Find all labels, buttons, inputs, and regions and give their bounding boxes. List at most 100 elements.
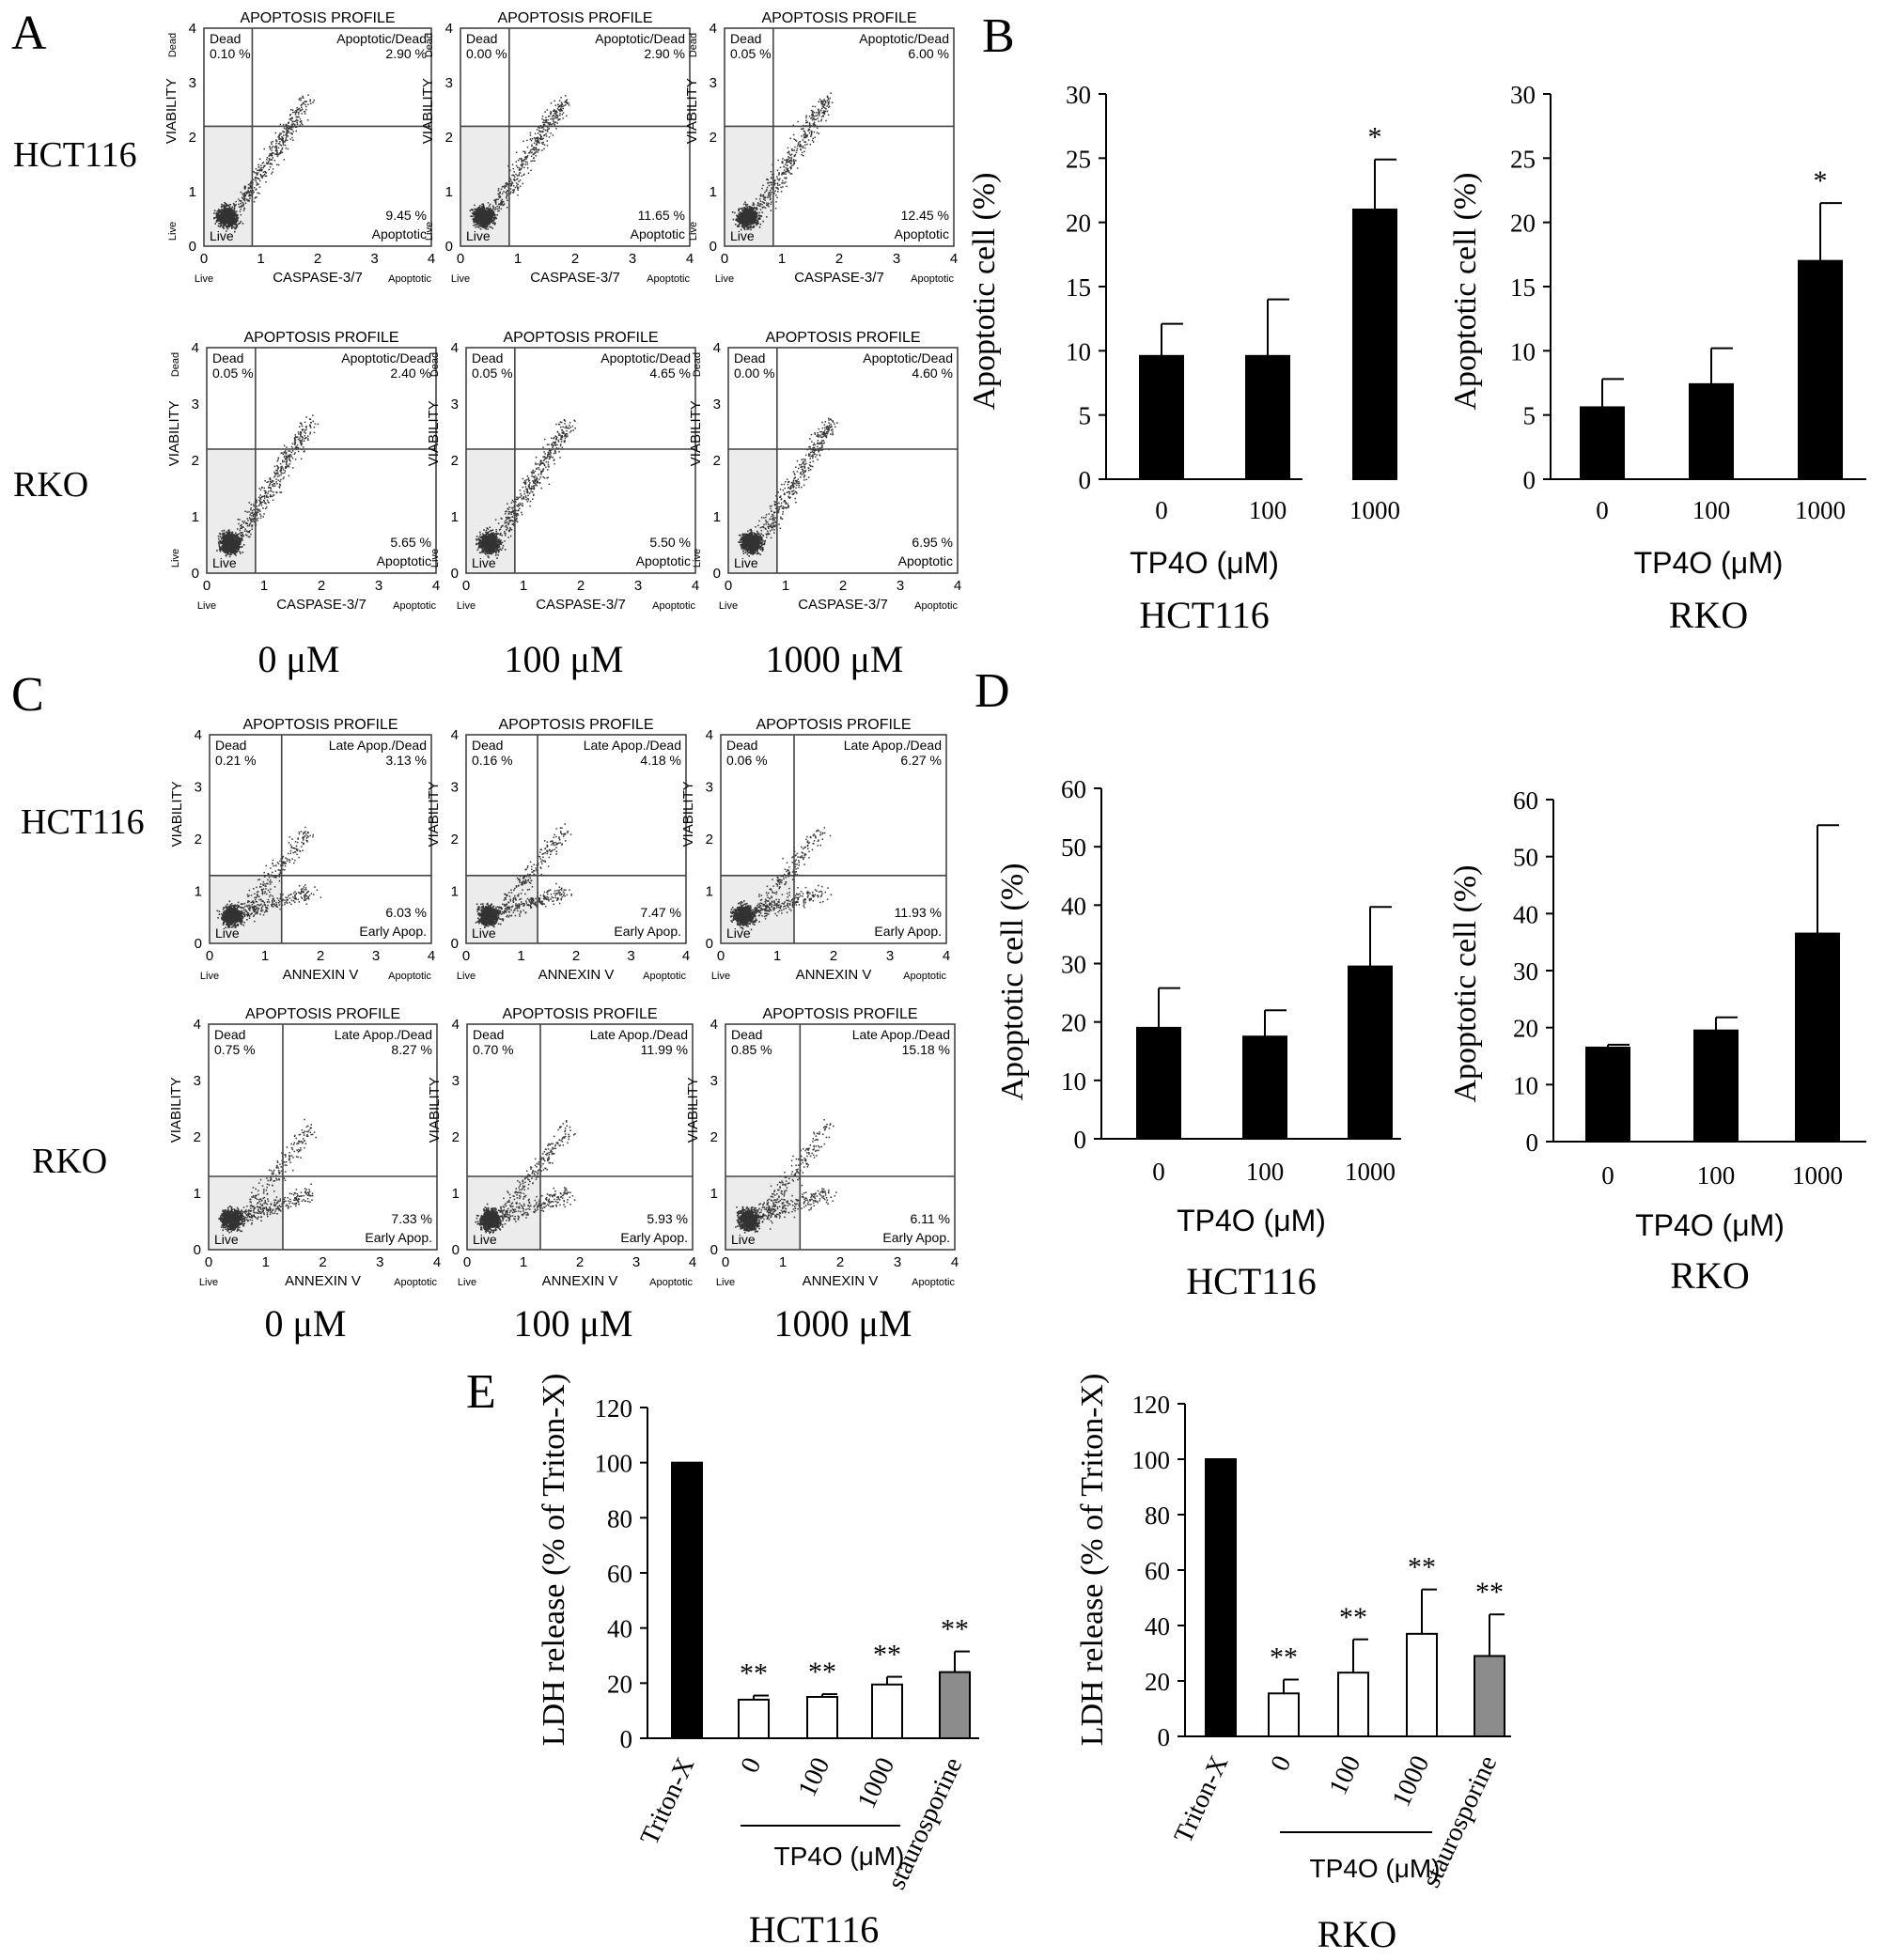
event-dot	[533, 147, 536, 148]
event-dot	[764, 191, 766, 194]
y-top-label: Dead	[424, 33, 435, 57]
event-dot	[776, 196, 778, 199]
event-dot	[517, 187, 519, 190]
event-dot	[477, 206, 480, 209]
event-dot	[301, 122, 303, 124]
event-dot	[279, 138, 282, 140]
event-dot	[538, 127, 540, 129]
event-dot	[222, 221, 225, 224]
event-dot	[275, 140, 277, 142]
event-dot	[752, 223, 755, 225]
event-dot	[822, 115, 825, 117]
event-dot	[473, 218, 475, 220]
event-dot	[302, 96, 304, 99]
event-dot	[272, 140, 274, 143]
event-dot	[787, 147, 789, 149]
event-dot	[510, 184, 513, 187]
event-dot	[521, 163, 523, 165]
event-dot	[738, 214, 741, 216]
event-dot	[825, 119, 827, 122]
event-dot	[476, 212, 479, 214]
event-dot	[267, 161, 270, 163]
quadrant-name-lower-right: Apoptotic	[631, 226, 685, 241]
event-dot	[529, 150, 531, 152]
event-dot	[566, 102, 569, 104]
flow-plot: APOPTOSIS PROFILE0011223344CASPASE-3/7Li…	[684, 10, 958, 286]
event-dot	[289, 127, 291, 130]
event-dot	[537, 148, 538, 151]
quadrant-value-upper-right: 2.90 %	[644, 46, 685, 61]
event-dot	[306, 119, 309, 121]
event-dot	[293, 123, 296, 126]
event-dot	[218, 543, 221, 546]
event-dot	[279, 123, 282, 126]
event-dot	[822, 100, 825, 102]
event-dot	[276, 153, 279, 156]
event-dot	[233, 204, 236, 206]
event-dot	[522, 140, 524, 143]
event-dot	[477, 222, 480, 225]
event-dot	[796, 149, 798, 151]
event-dot	[818, 132, 820, 134]
event-dot	[479, 214, 481, 217]
event-dot	[227, 537, 230, 539]
event-dot	[287, 148, 289, 150]
event-dot	[476, 208, 478, 210]
event-dot	[222, 226, 225, 229]
event-dot	[556, 122, 558, 124]
event-dot	[249, 184, 252, 187]
event-dot	[277, 136, 279, 138]
event-dot	[830, 92, 832, 94]
event-dot	[512, 174, 514, 177]
event-dot	[786, 161, 788, 163]
event-dot	[215, 215, 218, 218]
event-dot	[301, 108, 304, 111]
event-dot	[244, 186, 247, 189]
event-dot	[250, 181, 252, 183]
event-dot	[242, 205, 244, 207]
event-dot	[217, 210, 220, 213]
event-dot	[213, 210, 216, 212]
event-dot	[218, 218, 221, 221]
event-dot	[289, 128, 292, 131]
event-dot	[239, 546, 241, 549]
event-dot	[788, 156, 789, 158]
event-dot	[225, 535, 227, 537]
event-dot	[299, 124, 301, 126]
event-dot	[481, 222, 483, 225]
event-dot	[561, 114, 564, 116]
event-dot	[472, 209, 474, 211]
event-dot	[226, 204, 228, 206]
event-dot	[477, 210, 480, 213]
event-dot	[519, 185, 522, 187]
event-dot	[486, 212, 488, 215]
event-dot	[472, 212, 475, 214]
event-dot	[738, 225, 741, 226]
event-dot	[538, 142, 540, 144]
event-dot	[493, 216, 495, 219]
event-dot	[537, 151, 539, 153]
event-dot	[226, 217, 228, 220]
event-dot	[781, 174, 783, 176]
event-dot	[296, 121, 298, 124]
event-dot	[737, 225, 739, 227]
event-dot	[545, 135, 548, 137]
event-dot	[768, 206, 770, 208]
event-dot	[281, 135, 283, 138]
event-dot	[250, 191, 252, 193]
event-dot	[503, 203, 506, 205]
event-dot	[544, 111, 546, 113]
event-dot	[487, 224, 489, 226]
event-dot	[546, 140, 549, 142]
panel-a-conc-label-1000: 1000 μM	[765, 638, 903, 680]
event-dot	[269, 146, 271, 148]
event-dot	[827, 114, 830, 116]
event-dot	[484, 222, 486, 224]
x-tick-label: 3	[370, 251, 378, 267]
event-dot	[224, 213, 226, 216]
event-dot	[285, 147, 288, 149]
panel-c-row-label-rko: RKO	[32, 1142, 107, 1181]
event-dot	[217, 212, 220, 214]
event-dot	[277, 147, 280, 149]
event-dot	[281, 139, 283, 142]
